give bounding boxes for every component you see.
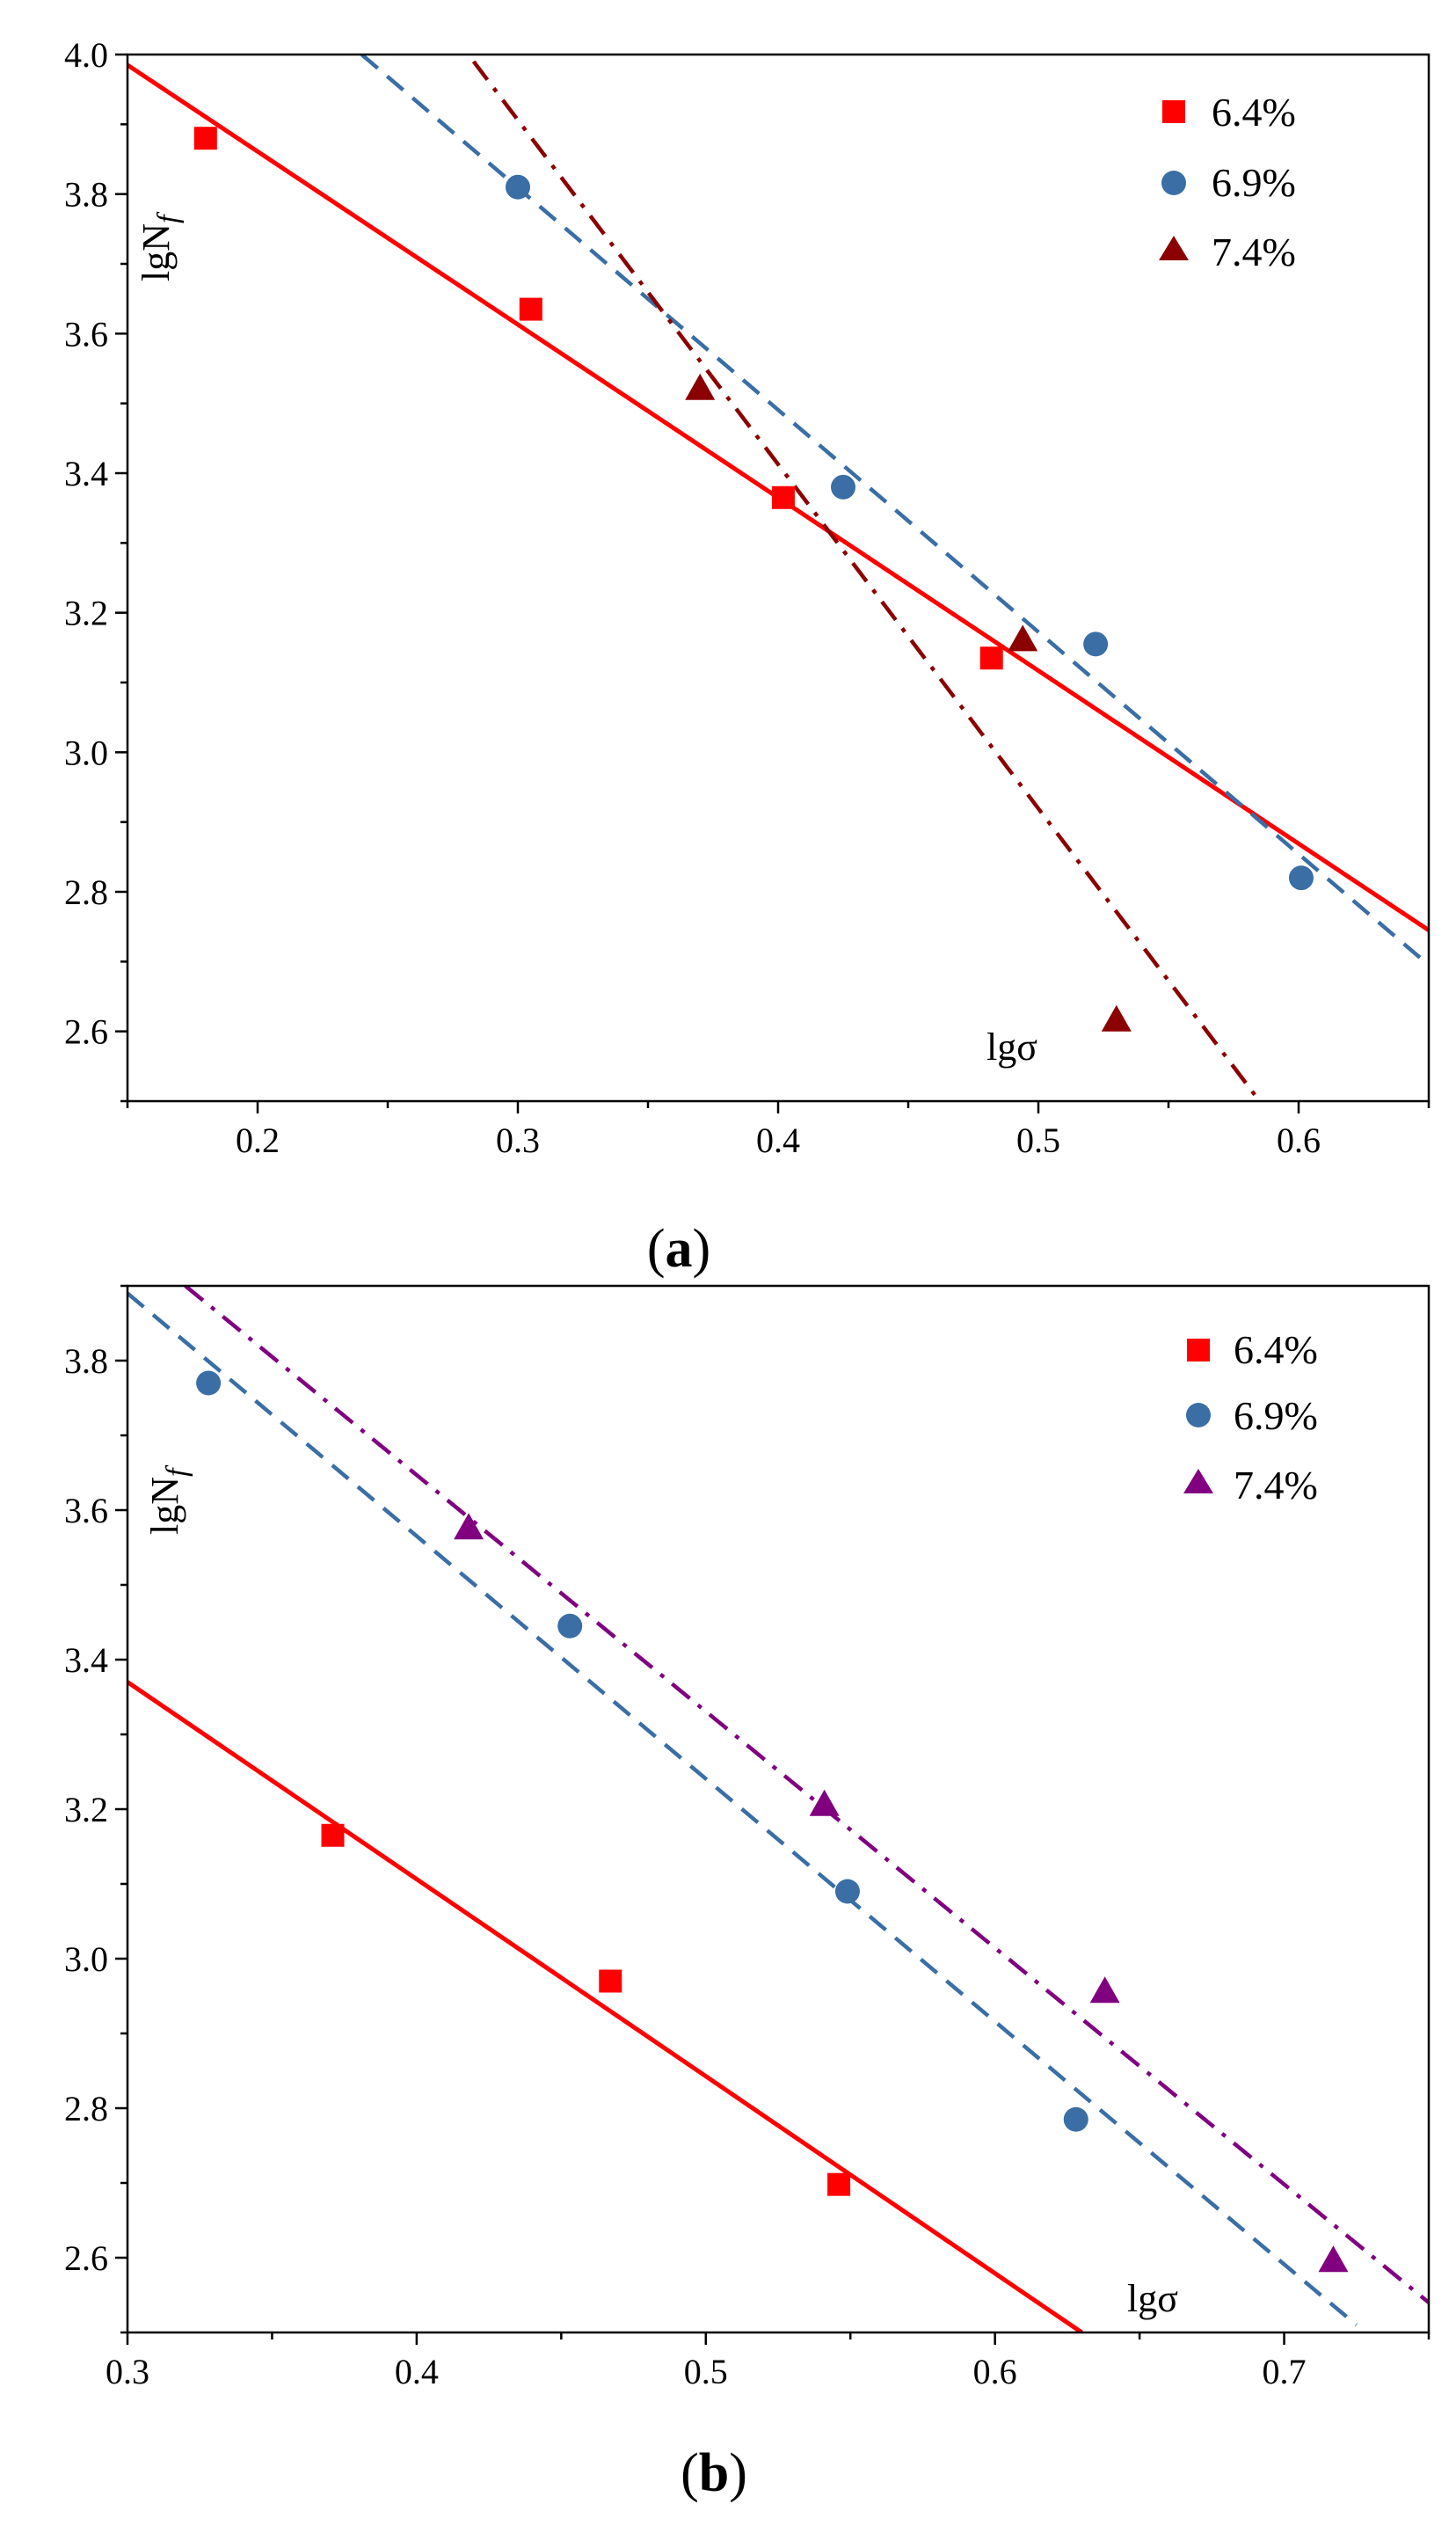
plot-b-fit-line-circle [127, 1291, 1358, 2327]
plot-a-point-square [519, 297, 542, 321]
plot-a-legend: 6.4% 6.9% 7.4% [1159, 90, 1296, 274]
legend-a-triangle-marker [1159, 236, 1189, 260]
plot-b-point-triangle [1089, 1976, 1120, 2004]
plot-b-y-tick-label: 3.2 [64, 1790, 108, 1829]
plot-a-point-square [193, 127, 217, 150]
legend-a-label-7-4: 7.4% [1212, 230, 1296, 274]
plot-a-x-tick-label: 0.2 [236, 1121, 280, 1160]
panel-b: 0.3 0.4 0.5 0.6 0.7 2.6 2.8 3.0 3.2 3.4 3.6 3.8 lgN… [64, 1284, 1431, 2503]
plot-a-y-tick-label: 2.8 [64, 872, 108, 912]
plot-a-x-tick-label: 0.4 [756, 1121, 800, 1160]
plot-a-data-layer [127, 55, 1429, 1101]
plot-a-point-square [979, 646, 1003, 670]
plot-a-fit-line-triangle [471, 60, 1262, 1101]
legend-b-square-marker [1187, 1339, 1210, 1361]
plot-a-point-triangle [685, 373, 716, 400]
plot-b-x-tick-label: 0.3 [106, 2352, 149, 2391]
plot-b-ylabel-subscript: f [161, 1464, 193, 1477]
plot-a-x-tick-label: 0.5 [1016, 1121, 1060, 1160]
plot-a-point-circle [1083, 631, 1109, 657]
legend-a-square-marker [1162, 100, 1185, 123]
plot-b-ylabel: lgNf [143, 1464, 193, 1535]
panel-a: 0.2 0.3 0.4 0.5 0.62.62.83.03.23.43.63.84.0 … [64, 35, 1431, 1279]
plot-b-point-circle [834, 1879, 860, 1904]
caption-a-close: ) [693, 1219, 711, 1279]
plot-a-y-tick-label: 3.2 [64, 594, 108, 633]
plot-b-point-triangle [1318, 2245, 1349, 2273]
plot-a-xlabel: lgσ [986, 1026, 1037, 1069]
plot-a-point-triangle [1101, 1004, 1132, 1032]
plot-a-frame [126, 53, 1431, 1103]
plot-a-y-tick-label: 3.4 [64, 454, 108, 493]
caption-a-letter: a [666, 1219, 693, 1279]
plot-b-fit-line-triangle [184, 1286, 1429, 2304]
plot-b-y-tick-label: 2.6 [64, 2238, 108, 2278]
plot-b-y-tick-label: 2.8 [64, 2089, 108, 2128]
caption-a: (a) [647, 1219, 710, 1279]
legend-b-triangle-marker [1183, 1469, 1213, 1493]
plot-b-point-square [321, 1823, 345, 1847]
plot-a-y-tick-label: 3.8 [64, 175, 108, 215]
plot-b-x-tick-label: 0.4 [395, 2352, 439, 2391]
plot-a-point-circle [1288, 865, 1314, 891]
legend-a-label-6-4: 6.4% [1212, 90, 1296, 135]
plot-a-point-circle [506, 174, 530, 200]
plot-a-ylabel-subscript: f [152, 211, 185, 223]
plot-a-axes: 0.2 0.3 0.4 0.5 0.6 2.6 2.8 3.0 3.2 3.4 3.6 3.8 4.0 [64, 35, 1431, 1160]
plot-a-x-tick-label: 0.3 [496, 1121, 540, 1160]
plot-b-x-tick-label: 0.6 [973, 2352, 1017, 2391]
plot-b-point-circle [196, 1370, 222, 1396]
legend-b-label-6-9: 6.9% [1234, 1393, 1318, 1438]
plot-b-ylabel-base: lgN [143, 1477, 186, 1535]
caption-b-open: ( [681, 2443, 699, 2503]
plot-b-x-tick-label: 0.5 [684, 2352, 728, 2391]
plot-b-y-tick-label: 3.4 [64, 1640, 108, 1680]
plot-a-x-tick-label: 0.6 [1277, 1121, 1321, 1160]
plot-a-ylabel-base: lgN [135, 223, 178, 281]
legend-b-label-7-4: 7.4% [1234, 1463, 1318, 1507]
plot-b-point-square [599, 1969, 622, 1993]
plot-b-point-square [827, 2172, 851, 2196]
caption-b: (b) [681, 2443, 747, 2503]
caption-a-open: ( [647, 1219, 666, 1279]
legend-a-circle-marker [1161, 171, 1186, 195]
legend-b-circle-marker [1186, 1403, 1211, 1427]
plot-b-x-tick-label: 0.7 [1263, 2352, 1307, 2391]
plot-a-point-triangle [1008, 624, 1038, 652]
plot-b-y-tick-label: 3.6 [64, 1491, 108, 1530]
plot-b-axes: 0.3 0.4 0.5 0.6 0.7 2.6 2.8 3.0 3.2 3.4 3.6 3.8 [64, 1284, 1431, 2391]
plot-b-point-circle [1063, 2106, 1088, 2132]
plot-b-point-triangle [809, 1789, 840, 1816]
legend-a-label-6-9: 6.9% [1212, 160, 1296, 205]
plot-a-y-tick-label: 2.6 [64, 1012, 108, 1052]
plot-a-point-circle [831, 474, 855, 500]
plot-b-xlabel: lgσ [1127, 2277, 1178, 2320]
plot-b-legend: 6.4% 6.9% 7.4% [1183, 1327, 1318, 1507]
legend-b-label-6-4: 6.4% [1234, 1327, 1318, 1372]
plot-a-y-tick-label: 4.0 [64, 35, 108, 75]
plot-a-ylabel: lgNf [135, 211, 185, 281]
plot-a-y-tick-label: 3.0 [64, 733, 108, 772]
plot-a-point-square [771, 485, 795, 509]
plot-b-y-tick-label: 3.0 [64, 1939, 108, 1979]
plot-b-point-triangle [454, 1513, 484, 1540]
plot-b-fit-line-square [127, 1680, 1083, 2332]
plot-b-data-layer [127, 1286, 1429, 2332]
caption-b-letter: b [699, 2443, 729, 2503]
plot-b-frame [126, 1284, 1431, 2334]
caption-b-close: ) [729, 2443, 747, 2503]
plot-b-y-tick-label: 3.8 [64, 1341, 108, 1381]
plot-b-point-circle [557, 1613, 583, 1639]
plot-a-y-tick-label: 3.6 [64, 314, 108, 354]
